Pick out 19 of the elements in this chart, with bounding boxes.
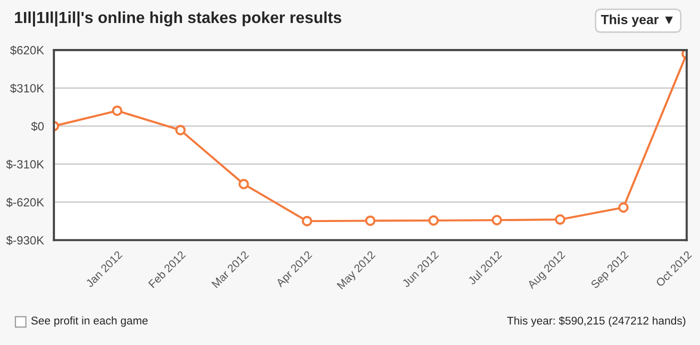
point <box>112 106 122 116</box>
point <box>302 216 312 226</box>
point <box>554 214 566 225</box>
y-tick-label: $0 <box>31 122 44 132</box>
y-tick-label: $310K <box>10 84 44 94</box>
point <box>238 178 249 190</box>
point <box>492 214 502 226</box>
y-tick-label: $-620K <box>6 198 44 208</box>
point <box>365 216 376 226</box>
point <box>618 202 629 213</box>
y-tick-label: $-310K <box>6 160 44 170</box>
point <box>175 124 186 136</box>
text: This year ▼ <box>600 14 673 27</box>
text: This year: $590,215 (247212 hands) <box>507 316 686 327</box>
point <box>428 215 439 226</box>
y-tick-label: $-930K <box>6 236 44 246</box>
chart-title: 1Il|1Il|1il|'s online high stakes poker results <box>15 11 342 27</box>
text: See profit in each game <box>31 316 148 327</box>
y-tick-label: $620K <box>10 46 44 56</box>
